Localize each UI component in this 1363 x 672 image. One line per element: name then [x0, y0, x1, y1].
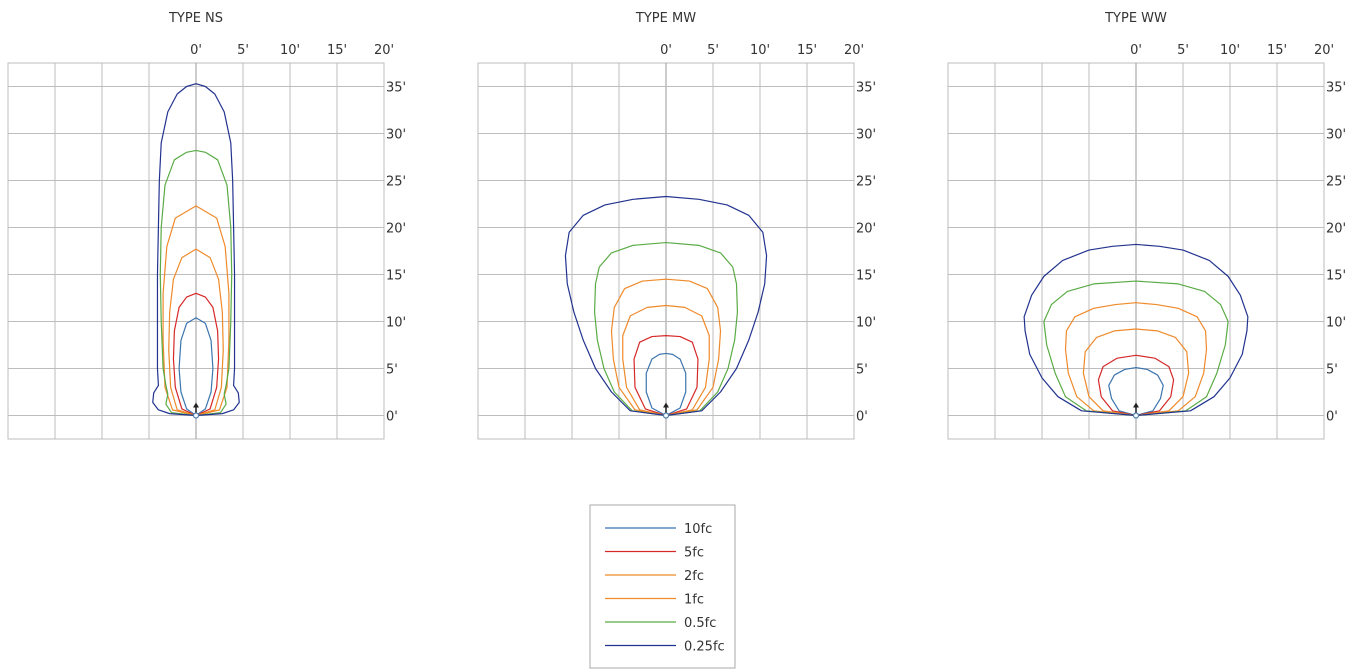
- y-tick-label: 15': [1326, 269, 1346, 284]
- y-tick-label: 30': [386, 128, 406, 143]
- y-tick-label: 35': [386, 81, 406, 96]
- y-tick-label: 15': [856, 269, 876, 284]
- contour-10fc: [645, 352, 687, 417]
- legend-label: 0.5fc: [684, 616, 716, 631]
- x-tick-label: 0': [1130, 43, 1142, 58]
- legend-box: [589, 504, 736, 669]
- legend: 10fc 5fc 2fc 1fc 0.5fc 0.25fc: [589, 504, 736, 669]
- x-tick-label: 5': [707, 43, 719, 58]
- x-tick-label: 10': [280, 43, 300, 58]
- contour-0-25fc: [152, 83, 240, 417]
- y-tick-label: 5': [1326, 363, 1338, 378]
- y-tick-label: 20': [1326, 222, 1346, 237]
- fixture-origin: [1132, 412, 1140, 419]
- contour-0-5fc: [159, 149, 233, 417]
- contour-1fc: [1064, 302, 1208, 417]
- x-tick-label: 10': [1220, 43, 1240, 58]
- contour-5fc: [633, 335, 699, 417]
- y-tick-label: 0': [386, 410, 398, 425]
- y-tick-label: 0': [1326, 410, 1338, 425]
- contour-0-25fc: [1023, 243, 1249, 417]
- contour-10fc: [1108, 366, 1164, 417]
- y-tick-label: 10': [856, 316, 876, 331]
- panel-title: TYPE MW: [635, 11, 696, 26]
- chart-panels: TYPE NS 0' 5' 10' 15' 20' 0' 5' 10' 15' 20' 25' 30' 3…: [7, 11, 1346, 440]
- panel-title: TYPE WW: [1104, 11, 1167, 26]
- y-tick-label: 25': [856, 175, 876, 190]
- y-tick-label: 5': [856, 363, 868, 378]
- contour-0-25fc: [564, 195, 768, 417]
- y-tick-label: 20': [856, 222, 876, 237]
- panel-title: TYPE NS: [168, 11, 223, 26]
- fixture-arrow-head: [663, 402, 669, 408]
- contour-1fc: [610, 278, 722, 417]
- chart-panel-3: TYPE WW 0' 5' 10' 15' 20' 0' 5' 10' 15' 20' 25' 30' 3…: [947, 11, 1346, 440]
- y-tick-label: 10': [386, 316, 406, 331]
- contour-10fc: [178, 317, 214, 416]
- contour-0-5fc: [1043, 280, 1229, 417]
- x-tick-label: 5': [1177, 43, 1189, 58]
- contour-2fc: [1082, 328, 1190, 417]
- contour-5fc: [1097, 354, 1175, 417]
- x-tick-label: 0': [660, 43, 672, 58]
- y-tick-label: 15': [386, 269, 406, 284]
- fixture-arrow-head: [1133, 402, 1139, 408]
- x-tick-label: 15': [797, 43, 817, 58]
- contour-2fc: [622, 304, 710, 417]
- legend-label: 2fc: [684, 569, 704, 584]
- contour-5fc: [172, 292, 220, 417]
- contour-0-5fc: [593, 241, 739, 417]
- y-tick-label: 25': [386, 175, 406, 190]
- x-tick-label: 5': [237, 43, 249, 58]
- y-tick-label: 35': [856, 81, 876, 96]
- legend-items: 10fc 5fc 2fc 1fc 0.5fc 0.25fc: [605, 522, 725, 655]
- y-tick-label: 35': [1326, 81, 1346, 96]
- y-tick-label: 5': [386, 363, 398, 378]
- fixture-arrow-head: [193, 402, 199, 408]
- y-tick-label: 30': [856, 128, 876, 143]
- fixture-origin: [662, 412, 670, 419]
- legend-label: 5fc: [684, 546, 704, 561]
- y-tick-label: 10': [1326, 316, 1346, 331]
- contour-2fc: [168, 248, 224, 417]
- x-tick-label: 20': [374, 43, 394, 58]
- contour-1fc: [162, 205, 230, 417]
- x-tick-label: 20': [844, 43, 864, 58]
- x-tick-label: 15': [1267, 43, 1287, 58]
- legend-label: 10fc: [684, 522, 712, 537]
- y-tick-label: 25': [1326, 175, 1346, 190]
- legend-label: 1fc: [684, 593, 704, 608]
- y-tick-label: 30': [1326, 128, 1346, 143]
- x-tick-label: 0': [190, 43, 202, 58]
- chart-panel-2: TYPE MW 0' 5' 10' 15' 20' 0' 5' 10' 15' 20' 25' 30' 3…: [477, 11, 876, 440]
- y-tick-label: 0': [856, 410, 868, 425]
- x-tick-label: 15': [327, 43, 347, 58]
- chart-panel-1: TYPE NS 0' 5' 10' 15' 20' 0' 5' 10' 15' 20' 25' 30' 3…: [7, 11, 406, 440]
- x-tick-label: 10': [750, 43, 770, 58]
- legend-label: 0.25fc: [684, 640, 725, 655]
- y-tick-label: 20': [386, 222, 406, 237]
- fixture-origin: [192, 412, 200, 419]
- x-tick-label: 20': [1314, 43, 1334, 58]
